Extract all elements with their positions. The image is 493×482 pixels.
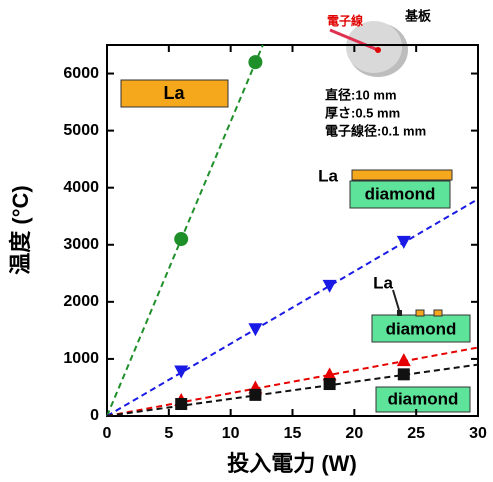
y-tick-label: 6000 (63, 65, 99, 82)
x-tick-label: 20 (345, 425, 363, 442)
x-tick-label: 30 (469, 425, 487, 442)
annotation: 厚さ:0.5 mm (325, 105, 400, 120)
point (397, 353, 411, 366)
point (249, 389, 261, 401)
point (398, 368, 410, 380)
annotation: La (373, 273, 393, 292)
x-tick-label: 0 (103, 425, 112, 442)
point (324, 378, 336, 390)
la-dot (434, 310, 442, 316)
point (175, 398, 187, 410)
annotation: La (318, 166, 338, 185)
annotation: 電子線径:0.1 mm (325, 123, 426, 138)
x-axis-title: 投入電力 (W) (227, 451, 357, 476)
annotation: diamond (386, 319, 457, 338)
y-tick-label: 2000 (63, 293, 99, 310)
point (248, 55, 262, 69)
annotation: diamond (365, 184, 436, 203)
x-tick-label: 15 (284, 425, 302, 442)
y-axis-title: 温度 (°C) (8, 185, 33, 274)
annotation: 直径:10 mm (325, 87, 397, 102)
la-dot (416, 310, 424, 316)
x-tick-label: 10 (222, 425, 240, 442)
point (397, 236, 411, 249)
pointer (393, 290, 399, 310)
y-tick-label: 3000 (63, 236, 99, 253)
point (174, 232, 188, 246)
y-tick-label: 4000 (63, 179, 99, 196)
annotation: 基板 (404, 8, 432, 23)
point (174, 365, 188, 378)
beam-spot (375, 47, 381, 53)
annotation: 電子線 (327, 13, 363, 28)
x-tick-label: 5 (164, 425, 173, 442)
la-layer (352, 170, 452, 180)
annotation: diamond (388, 389, 459, 408)
point (248, 323, 262, 336)
la-dot (397, 310, 402, 316)
annotation: La (163, 83, 185, 103)
y-tick-label: 1000 (63, 350, 99, 367)
fit-line (107, 199, 478, 416)
x-tick-label: 25 (407, 425, 425, 442)
chart: 投入電力 (W) 温度 (°C) 0 5 10 15 20 25 30 0 1000 2000 30… (0, 0, 493, 482)
y-tick-label: 0 (90, 407, 99, 424)
y-tick-label: 5000 (63, 122, 99, 139)
point (323, 280, 337, 293)
